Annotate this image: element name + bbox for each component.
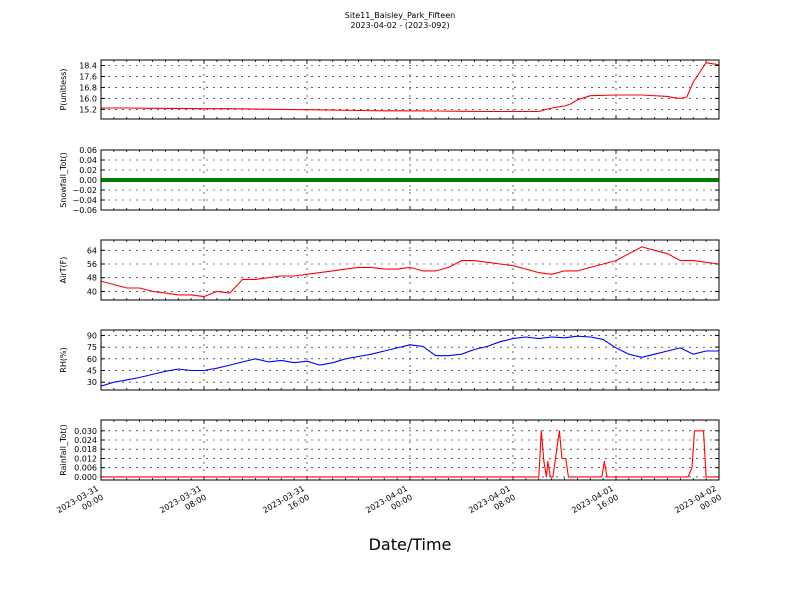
y-tick-label: 18.4 [79,61,97,70]
y-tick-label: 64 [87,246,97,255]
y-tick-label: 0.04 [79,156,97,165]
x-tick-label: 2023-03-3116:00 [261,484,311,524]
x-tick-label: 2023-03-3100:00 [55,484,105,524]
y-tick-label: 17.6 [79,72,97,81]
series-line [100,335,719,387]
plot-frame [100,419,720,481]
y-tick-label: 16.8 [79,83,97,92]
y-tick-label: 0.012 [74,454,97,463]
y-tick-label: 90 [87,331,97,340]
y-axis-label: P(unitless) [59,68,68,110]
y-axis-label: Snowfall_Tot() [59,152,68,208]
y-tick-label: 0.00 [79,176,97,185]
y-tick-label: 30 [87,378,97,387]
y-tick-label: 15.2 [79,105,97,114]
x-tick-label: 2023-04-0116:00 [570,484,620,524]
x-tick-label: 2023-04-0200:00 [673,484,723,524]
y-axis-label: RH(%) [59,347,68,372]
y-tick-label: 60 [87,355,97,364]
y-tick-label: −0.02 [72,186,97,195]
x-tick-label: 2023-04-0108:00 [467,484,517,524]
panel-1: 15.2 16.0 16.8 17.6 18.4 P(unitless) [59,59,720,120]
y-tick-label: −0.06 [72,206,97,215]
plot-frame [100,149,720,211]
plot-frame [100,239,720,301]
y-tick-label: 45 [87,367,97,376]
chart-title: Site11_Baisley_Park_Fifteen 2023-04-02 -… [0,11,800,31]
y-tick-label: 75 [87,343,97,352]
panel-2: −0.06−0.04−0.020.000.020.040.06 Snowfall_… [59,146,720,215]
y-tick-label: 0.018 [74,445,97,454]
y-tick-label: 0.06 [79,146,97,155]
date-range: 2023-04-02 - (2023-092) [350,21,450,30]
x-axis-label: Date/Time [368,535,452,554]
y-axis-label: AirT(F) [59,257,68,284]
y-tick-label: 40 [87,287,97,296]
series-line [100,246,720,298]
y-tick-label: 56 [87,260,97,269]
site-name: Site11_Baisley_Park_Fifteen [344,11,456,20]
plot-frame [100,329,720,391]
y-tick-label: 16.0 [79,94,97,103]
panel-4: 30 45 60 75 90 RH(%) [59,329,720,391]
y-tick-label: 0.030 [74,427,97,436]
x-tick-label: 2023-04-0100:00 [364,484,414,524]
panel-3: 40 48 56 64 AirT(F) [59,239,720,301]
x-tick-label: 2023-03-3108:00 [158,484,208,524]
y-tick-label: 0.02 [79,166,97,175]
y-axis-label: Rainfall_Tot() [59,424,68,476]
series-line [101,62,720,113]
y-tick-label: 0.000 [74,473,97,482]
y-tick-label: 0.006 [74,464,97,473]
y-tick-label: 0.024 [74,436,97,445]
y-tick-label: 48 [87,274,97,283]
plot-frame [100,59,720,120]
y-tick-label: −0.04 [72,196,97,205]
series-line [101,430,719,478]
